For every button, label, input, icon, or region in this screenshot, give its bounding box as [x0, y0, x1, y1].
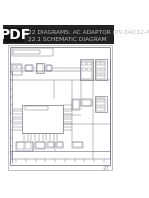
Bar [25, 142, 31, 149]
Bar [87, 62, 91, 65]
Bar [95, 59, 107, 80]
Bar [96, 61, 105, 79]
Bar [72, 142, 83, 148]
Bar [101, 99, 104, 102]
Bar [97, 62, 100, 65]
Text: 22.1 SCHEMATIC DIAGRAM: 22.1 SCHEMATIC DIAGRAM [28, 37, 106, 42]
Bar [3, 25, 114, 45]
Bar [17, 65, 21, 69]
Bar [82, 100, 91, 106]
Bar [25, 65, 33, 71]
Bar [80, 59, 93, 80]
Bar [8, 45, 112, 170]
Bar [101, 62, 104, 65]
Bar [36, 63, 44, 73]
Bar [97, 73, 100, 76]
Bar [16, 142, 33, 150]
Bar [13, 50, 39, 54]
Bar [96, 97, 105, 111]
Bar [73, 100, 79, 109]
Bar [87, 68, 91, 71]
Bar [97, 99, 100, 102]
Bar [25, 107, 48, 110]
Bar [36, 142, 45, 148]
Bar [95, 96, 107, 112]
Text: 27: 27 [103, 166, 110, 171]
Text: 22 DIAGRAMS: AC ADAPTOR (PV-DAC12-A): 22 DIAGRAMS: AC ADAPTOR (PV-DAC12-A) [28, 30, 149, 35]
Bar [56, 142, 63, 148]
Bar [57, 142, 63, 147]
Bar [101, 73, 104, 76]
Bar [101, 68, 104, 71]
Bar [97, 105, 100, 108]
Bar [47, 142, 54, 148]
Bar [13, 65, 16, 69]
Bar [35, 142, 45, 149]
Bar [101, 105, 104, 108]
Bar [47, 65, 51, 71]
Bar [81, 61, 92, 79]
Bar [81, 99, 92, 107]
Text: PDF: PDF [0, 28, 31, 42]
Bar [46, 65, 52, 71]
Bar [10, 47, 110, 165]
Bar [73, 142, 82, 147]
Bar [17, 142, 24, 149]
Bar [22, 105, 63, 133]
Bar [4, 27, 25, 43]
Bar [12, 48, 53, 56]
Bar [97, 68, 100, 71]
Bar [26, 65, 32, 71]
Bar [12, 64, 22, 75]
Bar [82, 68, 86, 71]
Bar [82, 62, 86, 65]
Bar [48, 142, 54, 147]
Bar [37, 64, 43, 72]
Bar [72, 99, 80, 110]
